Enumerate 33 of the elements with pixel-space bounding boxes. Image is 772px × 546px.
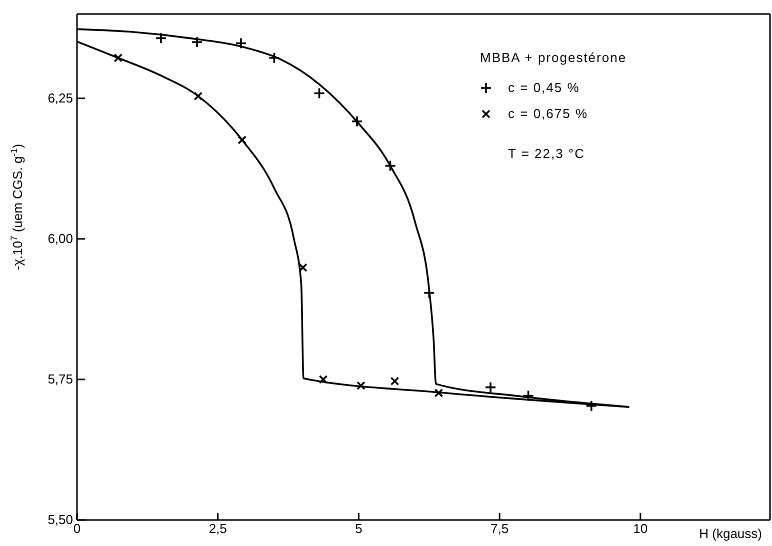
point bbox=[114, 53, 123, 62]
x-tick-label: 10 bbox=[633, 521, 648, 536]
point bbox=[356, 381, 366, 390]
point bbox=[238, 136, 246, 144]
x-axis-title: H (kgauss) bbox=[699, 526, 762, 541]
point bbox=[522, 390, 534, 402]
annotation: T = 22,3 °C bbox=[508, 146, 586, 161]
point bbox=[390, 376, 400, 386]
point bbox=[351, 115, 363, 128]
y-tick-label: 6,25 bbox=[48, 90, 73, 106]
point bbox=[484, 381, 496, 394]
point bbox=[191, 36, 203, 48]
point bbox=[268, 52, 280, 64]
point bbox=[384, 160, 396, 172]
x-tick-label: 5 bbox=[355, 521, 362, 536]
point bbox=[298, 263, 308, 272]
point bbox=[318, 375, 328, 384]
x-tick-label: 0 bbox=[73, 521, 81, 536]
point bbox=[155, 32, 167, 44]
y-tick-label: 6,00 bbox=[48, 231, 73, 246]
y-tick-label: 5,75 bbox=[48, 372, 73, 387]
legend-label: c = 0,675 % bbox=[508, 106, 588, 121]
point bbox=[194, 92, 203, 100]
point bbox=[423, 286, 436, 299]
x-tick-label: 2,5 bbox=[208, 521, 227, 536]
point bbox=[313, 87, 326, 100]
y-tick-label: 5,50 bbox=[48, 512, 73, 528]
point bbox=[235, 37, 247, 50]
point bbox=[586, 400, 598, 412]
legend-title: MBBA + progestérone bbox=[480, 50, 627, 65]
x-tick-label: 7,5 bbox=[490, 521, 509, 536]
legend-label: c = 0,45 % bbox=[508, 80, 580, 95]
point bbox=[434, 388, 444, 398]
